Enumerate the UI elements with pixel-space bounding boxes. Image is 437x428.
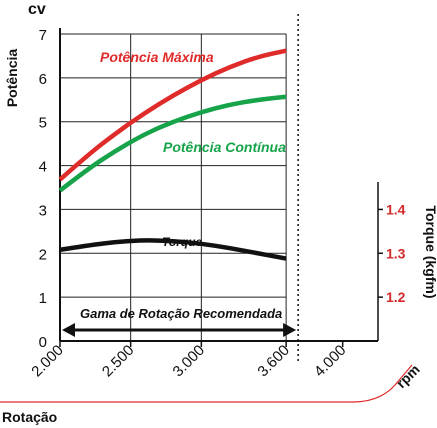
axes: [59, 14, 379, 363]
y-tick-label: 7: [39, 27, 47, 44]
y-tick-label: 6: [39, 71, 47, 88]
y-tick-label: 5: [39, 115, 47, 132]
potencia-maxima-line: [58, 48, 287, 182]
y-tick-label: 2: [39, 246, 47, 263]
y-unit-label: cv: [28, 1, 46, 18]
series-label-torque: Torque: [162, 235, 203, 249]
x-tick-label: 4.000: [311, 342, 350, 381]
range-arrow-left-head: [62, 323, 75, 337]
grid-lines: [59, 33, 287, 342]
recommended-range: [0, 323, 413, 403]
torque-tick-label: 1.2: [386, 289, 406, 305]
series-lines: [58, 48, 287, 261]
range-arrow-right-head: [283, 323, 297, 337]
torque-axis-ticks: 1.2 1.3 1.4: [378, 201, 406, 305]
x-tick-label: 3.600: [254, 342, 293, 381]
series-label-potencia-maxima: Potência Máxima: [100, 49, 214, 65]
recommended-range-label: Gama de Rotação Recomendada: [80, 306, 282, 321]
x-axis-ticks: 2.000 2.500 3.000 3.600 4.000: [28, 341, 349, 380]
y-tick-label: 4: [39, 159, 47, 176]
torque-tick-label: 1.3: [386, 245, 406, 261]
y-tick-label: 3: [39, 202, 47, 219]
potencia-continua-line: [58, 94, 287, 193]
x-axis-title: Rotação: [2, 409, 57, 425]
y-tick-label: 1: [39, 290, 47, 307]
x-tick-label: 2.500: [99, 342, 138, 381]
series-label-potencia-continua: Potência Contínua: [163, 139, 286, 155]
x-unit-label: rpm: [393, 361, 423, 391]
baseline-decoration: [0, 364, 413, 403]
torque-line: [59, 238, 287, 261]
y-axis-ticks: 0 1 2 3 4 5 6 7: [39, 27, 47, 351]
y-axis-title: Potência: [4, 49, 20, 108]
y2-axis-title: Torque (kgfm): [423, 205, 437, 298]
y-tick-label: 0: [39, 334, 47, 351]
x-tick-label: 2.000: [28, 342, 67, 381]
torque-tick-label: 1.4: [386, 201, 406, 217]
x-tick-label: 3.000: [170, 342, 209, 381]
